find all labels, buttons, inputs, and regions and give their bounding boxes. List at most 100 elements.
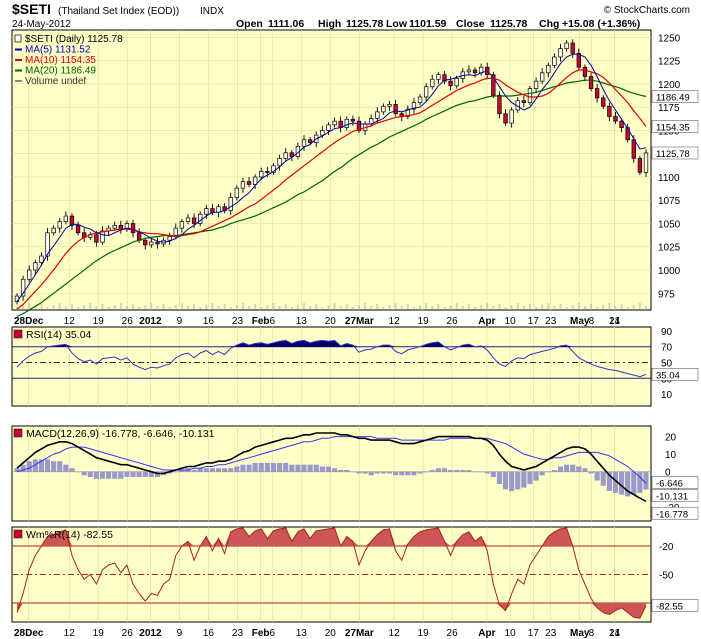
- candle-body-52: [332, 120, 337, 126]
- tag-ma20-box: [651, 90, 699, 103]
- tag-willr-box: [651, 599, 699, 612]
- macd-histogram-bar-69: [435, 468, 441, 472]
- tag-rsi: 35.04: [656, 370, 680, 381]
- volume-bar-36: [235, 305, 238, 310]
- volume-bar-82: [516, 303, 519, 310]
- candle-body-8: [63, 215, 69, 222]
- volume-bar-75: [474, 307, 477, 310]
- x-tick-label-bottom-14: 19: [418, 628, 430, 639]
- macd-histogram-bar-81: [509, 471, 515, 492]
- candle-body-69: [436, 74, 441, 80]
- candle-body-80: [503, 113, 508, 124]
- candle-body-1: [20, 278, 26, 297]
- macd-histogram-bar-95: [594, 471, 600, 481]
- macd-histogram-bar-14: [99, 471, 106, 479]
- header-high-label: High: [318, 18, 341, 30]
- candle-body-81: [509, 109, 514, 124]
- volume-bar-22: [150, 303, 153, 310]
- macd-histogram-bar-90: [564, 464, 570, 472]
- x-tick-label-top-21: 8: [589, 316, 595, 327]
- volume-bar-60: [382, 307, 385, 310]
- candle-body-95: [594, 88, 600, 99]
- macd-histogram-bar-68: [429, 469, 435, 472]
- candle-body-9: [69, 215, 75, 226]
- volume-bar-93: [583, 306, 586, 310]
- macd-histogram-bar-44: [283, 462, 289, 472]
- volume-bar-5: [46, 307, 49, 310]
- rsi-title-marker: [13, 329, 23, 339]
- volume-bar-29: [193, 304, 196, 310]
- macd-histogram-bar-61: [386, 471, 393, 474]
- macd-histogram-bar-98: [612, 471, 619, 493]
- macd-histogram-bar-49: [313, 464, 319, 472]
- volume-bar-85: [535, 307, 538, 310]
- macd-histogram-bar-80: [502, 471, 509, 490]
- macd-y-tick-2: 0: [665, 468, 671, 479]
- x-tick-label-bottom-18: 17: [528, 628, 540, 639]
- macd-histogram-bar-13: [93, 471, 99, 479]
- macd-histogram-bar-32: [209, 468, 215, 472]
- macd-histogram-bar-100: [625, 471, 631, 497]
- volume-bar-66: [419, 305, 422, 310]
- x-tick-label-top-6: 16: [203, 316, 215, 327]
- candle-body-97: [607, 105, 612, 117]
- x-tick-label-bottom-4: 2012: [139, 628, 162, 639]
- macd-histogram-bar-82: [515, 471, 521, 490]
- x-tick-label-bottom-8: Feb: [252, 628, 270, 639]
- x-tick-label-top-19: 23: [545, 316, 557, 327]
- macd-histogram-bar-66: [417, 471, 423, 474]
- candle-body-99: [619, 120, 624, 129]
- header-close: 1125.78: [490, 18, 528, 30]
- macd-histogram-bar-20: [136, 471, 142, 478]
- candle-body-28: [185, 217, 191, 222]
- volume-bar-40: [260, 307, 263, 310]
- rsi-line: [16, 339, 647, 378]
- volume-bar-52: [333, 303, 336, 310]
- candle-body-86: [540, 72, 545, 82]
- volume-bar-80: [504, 307, 507, 310]
- candle-body-51: [326, 124, 331, 131]
- header-low: 1101.59: [409, 18, 447, 30]
- legend-ma5: MA(5) 1131.52: [25, 45, 91, 56]
- candle-body-59: [375, 111, 380, 119]
- volume-bar-45: [290, 307, 293, 310]
- legend-swatch-main: [14, 34, 22, 43]
- candle-body-93: [582, 66, 588, 77]
- macd-histogram-bar-65: [411, 471, 417, 476]
- volume-bar-56: [357, 305, 360, 310]
- candle-body-66: [417, 96, 423, 103]
- macd-histogram-bar-93: [582, 468, 588, 472]
- volume-bar-84: [528, 304, 531, 310]
- price-y-tick-3: 1050: [658, 219, 681, 230]
- volume-bar-94: [590, 304, 593, 310]
- macd-histogram-bar-9: [69, 468, 75, 472]
- volume-bar-87: [547, 303, 550, 310]
- x-tick-label-bottom-20: May: [570, 628, 590, 639]
- x-tick-label-top-15: 26: [447, 316, 459, 327]
- volume-bar-4: [40, 304, 43, 310]
- candle-body-62: [393, 104, 398, 115]
- volume-bar-99: [620, 304, 623, 310]
- volume-bar-71: [449, 305, 452, 310]
- macd-histogram-bar-67: [423, 471, 429, 473]
- macd-histogram-bar-56: [356, 471, 362, 474]
- macd-histogram-bar-77: [484, 471, 490, 474]
- x-tick-label-top-8: Feb: [252, 316, 270, 327]
- price-y-tick-4: 1075: [658, 196, 681, 207]
- willr-overbought-fill: [17, 528, 646, 546]
- macd-histogram-bar-54: [344, 469, 350, 472]
- macd-histogram-bar-47: [301, 464, 307, 472]
- macd-histogram-bar-36: [234, 466, 240, 472]
- rsi-y-tick-0: 10: [661, 390, 673, 401]
- macd-histogram-bar-84: [527, 471, 533, 485]
- volume-bar-65: [412, 307, 415, 310]
- macd-signal-line: [16, 436, 647, 484]
- tag-macd-hist-box: [651, 489, 699, 502]
- macd-histogram-bar-96: [600, 471, 606, 486]
- price-y-tick-8: 1175: [658, 103, 680, 114]
- x-tick-label-top-9: 6: [269, 316, 275, 327]
- macd-title-marker: [13, 428, 23, 438]
- candle-body-61: [387, 104, 392, 107]
- price-y-tick-1: 1000: [658, 266, 681, 277]
- macd-histogram-bar-85: [533, 471, 539, 481]
